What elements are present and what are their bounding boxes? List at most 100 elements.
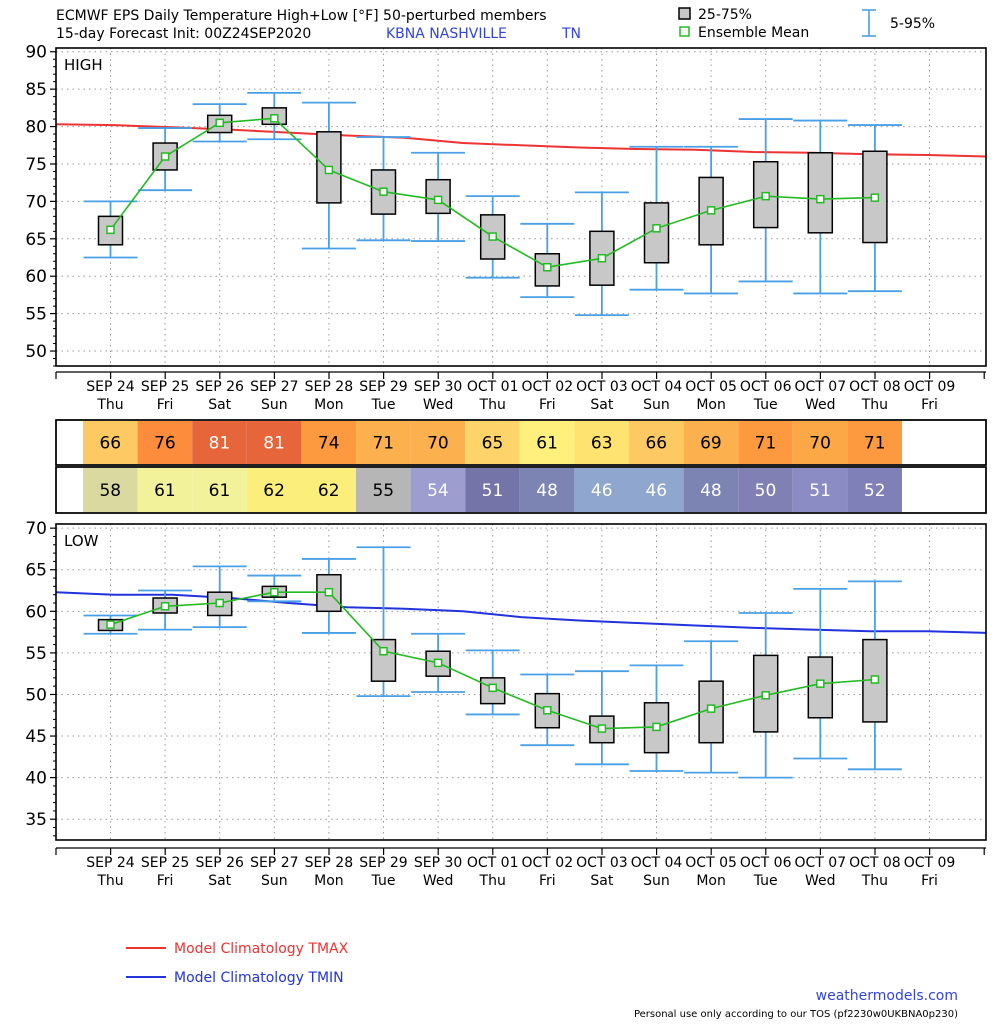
table-cell-low	[356, 468, 411, 512]
high-weekday-label: Fri	[539, 397, 556, 413]
high-date-label: OCT 09	[904, 379, 956, 395]
table-cell-low	[792, 468, 848, 512]
low-date-label: SEP 26	[195, 855, 244, 871]
table-value-low: 48	[700, 481, 722, 501]
low-weekday-label: Mon	[696, 873, 726, 889]
high-weekday-label: Tue	[753, 397, 778, 413]
daily-value-table: 66 76 81 81 74 71 70 65 61 63 66 69 71 70 71 58 61 61 62 62…	[55, 419, 987, 514]
high-mean-points	[106, 114, 880, 272]
table-value-low: 61	[154, 481, 176, 501]
table-value-high: 70	[427, 434, 449, 454]
low-mean-point	[597, 724, 607, 733]
table-value-low: 58	[99, 481, 121, 501]
low-date-label: OCT 06	[740, 855, 792, 871]
low-mean-point	[488, 683, 497, 693]
high-mean-point	[215, 118, 224, 128]
low-box-day	[465, 649, 520, 716]
low-date-label: OCT 05	[685, 855, 737, 871]
table-cell-high	[683, 421, 739, 464]
high-box-day	[738, 118, 793, 283]
station-state: TN	[561, 26, 581, 42]
high-weekday-label: Thu	[479, 397, 506, 413]
table-cell-high	[301, 421, 356, 464]
high-date-label: SEP 28	[305, 379, 353, 395]
high-box-iqr	[643, 202, 670, 264]
low-weekday-label: Fri	[539, 873, 556, 889]
table-value-high: 74	[318, 434, 340, 454]
table-value-high: 70	[809, 434, 831, 454]
table-cell-high	[847, 421, 902, 464]
high-weekday-label: Mon	[696, 397, 726, 413]
table-value-low: 48	[536, 481, 558, 501]
high-box-day	[411, 151, 466, 242]
high-mean-point	[433, 195, 443, 205]
table-row-border	[55, 466, 987, 514]
low-date-label: OCT 09	[904, 855, 956, 871]
high-panel-label: HIGH	[64, 56, 103, 74]
table-value-low: 50	[755, 481, 777, 501]
low-weekday-label: Fri	[921, 873, 938, 889]
table-cell-low	[246, 468, 302, 512]
high-frame	[55, 47, 987, 367]
high-mean-point	[761, 191, 770, 201]
table-cell-high	[246, 421, 302, 464]
low-y-tick-label: 40	[25, 769, 47, 789]
high-mean-point	[543, 262, 552, 272]
table-value-low: 51	[482, 481, 504, 501]
low-date-label: SEP 28	[305, 855, 353, 871]
high-y-tick-label: 90	[25, 43, 47, 63]
low-mean-point	[706, 704, 716, 713]
high-box-day	[356, 136, 411, 242]
low-mean-point	[379, 646, 388, 656]
high-date-label: OCT 07	[794, 379, 846, 395]
low-frame	[55, 523, 987, 841]
table-cell-high	[192, 421, 247, 464]
low-weekday-label: Sun	[261, 873, 288, 889]
high-box-day	[520, 222, 575, 299]
low-weekday-label: Wed	[423, 873, 454, 889]
high-weekday-label: Sun	[261, 397, 288, 413]
low-weekday-label: Mon	[314, 873, 344, 889]
low-box-day	[356, 546, 411, 698]
high-weekday-label: Wed	[805, 397, 836, 413]
high-weekday-label: Tue	[371, 397, 396, 413]
low-y-tick-label: 45	[25, 727, 47, 747]
high-mean-point	[270, 114, 279, 123]
chart-subtitle: 15-day Forecast Init: 00Z24SEP2020	[56, 26, 311, 42]
high-date-label: OCT 02	[521, 379, 573, 395]
table-cell-high	[83, 421, 138, 464]
low-weekday-label: Thu	[861, 873, 888, 889]
high-weekday-label: Fri	[921, 397, 938, 413]
table-cell-low	[574, 468, 629, 512]
legend-box-swatch	[678, 7, 691, 20]
high-date-label: OCT 05	[685, 379, 737, 395]
table-cell-low	[192, 468, 247, 512]
table-value-high: 66	[99, 434, 121, 454]
low-mean-point	[106, 620, 115, 629]
table-value-high: 71	[755, 434, 777, 454]
high-y-tick-label: 55	[25, 305, 47, 325]
table-value-high: 71	[864, 434, 886, 454]
low-mean-point	[433, 658, 443, 668]
high-boxes	[83, 91, 902, 317]
high-mean-point	[652, 224, 661, 233]
high-y-tick-label: 65	[25, 230, 47, 250]
high-box-day	[793, 119, 848, 295]
low-mean-point	[215, 598, 224, 608]
low-date-label: OCT 08	[849, 855, 901, 871]
low-box-day	[301, 558, 356, 634]
high-date-axis: SEP 24 Thu SEP 25 Fri SEP 26 Sat SEP 27 Sun SEP …	[55, 371, 986, 413]
table-value-low: 46	[645, 481, 667, 501]
low-box-iqr	[370, 638, 397, 682]
low-y-tick-label: 50	[25, 685, 47, 705]
low-date-label: SEP 27	[250, 855, 298, 871]
table-value-high: 63	[591, 434, 613, 454]
table-cell-high	[356, 421, 411, 464]
low-date-label: SEP 24	[86, 855, 135, 871]
low-weekday-label: Sat	[208, 873, 231, 889]
climatology-legend: Model Climatology TMAX Model Climatology…	[126, 941, 349, 986]
high-y-tick-label: 50	[25, 342, 47, 362]
high-y-tick-label: 60	[25, 267, 47, 287]
high-box-iqr	[752, 160, 779, 229]
low-weekday-label: Sat	[590, 873, 613, 889]
